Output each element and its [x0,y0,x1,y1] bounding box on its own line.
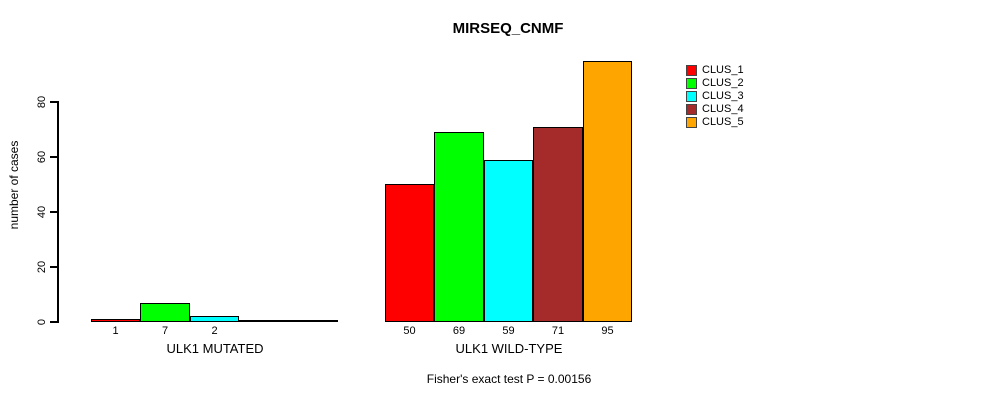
bar-clus_4-group2 [533,127,583,322]
y-axis-label: number of cases [7,140,21,230]
bar-clus_5-group1 [289,320,338,322]
legend-item-clus_2: CLUS_2 [686,78,744,89]
x-axis-category-label-2: ULK1 WILD-TYPE [455,341,563,356]
bar-clus_1-group1 [91,319,140,322]
y-tick-label: 20 [36,260,48,274]
legend-item-clus_1: CLUS_1 [686,65,744,76]
y-axis-line [57,101,59,323]
legend-label: CLUS_5 [702,116,744,128]
bar-clus_4-group1 [239,320,289,322]
legend-swatch-clus_1 [686,65,697,76]
legend: CLUS_1 CLUS_2 CLUS_3 CLUS_4 CLUS_5 [686,65,744,130]
bar-value-label: 1 [112,325,119,337]
legend-swatch-clus_4 [686,104,697,115]
y-tick-label: 80 [36,95,48,109]
bar-clus_3-group1 [190,316,239,322]
bar-value-label: 69 [452,325,466,337]
bar-value-label: 95 [601,325,614,337]
bar-clus_1-group2 [385,184,434,322]
legend-label: CLUS_1 [702,64,744,76]
bar-clus_2-group2 [434,132,484,322]
legend-label: CLUS_2 [702,77,744,89]
bar-clus_3-group2 [484,160,533,322]
legend-label: CLUS_4 [702,103,744,115]
chart-title: MIRSEQ_CNMF [452,20,564,37]
bar-value-label: 7 [161,325,169,337]
bar-clus_2-group1 [140,303,190,322]
x-axis-category-label-1: ULK1 MUTATED [166,341,264,356]
y-tick-mark [50,211,57,213]
y-tick-mark [50,156,57,158]
legend-label: CLUS_3 [702,90,744,102]
bar-value-label: 50 [403,325,416,337]
legend-swatch-clus_3 [686,91,697,102]
bar-value-label: 59 [502,325,515,337]
legend-item-clus_3: CLUS_3 [686,91,744,102]
legend-swatch-clus_2 [686,78,697,89]
annotation-fisher-test: Fisher's exact test P = 0.00156 [426,372,592,386]
y-tick-label: 0 [36,318,48,326]
bar-clus_5-group2 [583,61,632,322]
y-tick-label: 40 [36,205,48,219]
y-tick-mark [50,266,57,268]
legend-item-clus_5: CLUS_5 [686,117,744,128]
y-tick-mark [50,101,57,103]
legend-item-clus_4: CLUS_4 [686,104,744,115]
bar-value-label: 2 [211,325,218,337]
legend-swatch-clus_5 [686,117,697,128]
bar-value-label: 71 [551,325,565,337]
y-tick-label: 60 [36,150,48,164]
y-tick-mark [50,321,57,323]
